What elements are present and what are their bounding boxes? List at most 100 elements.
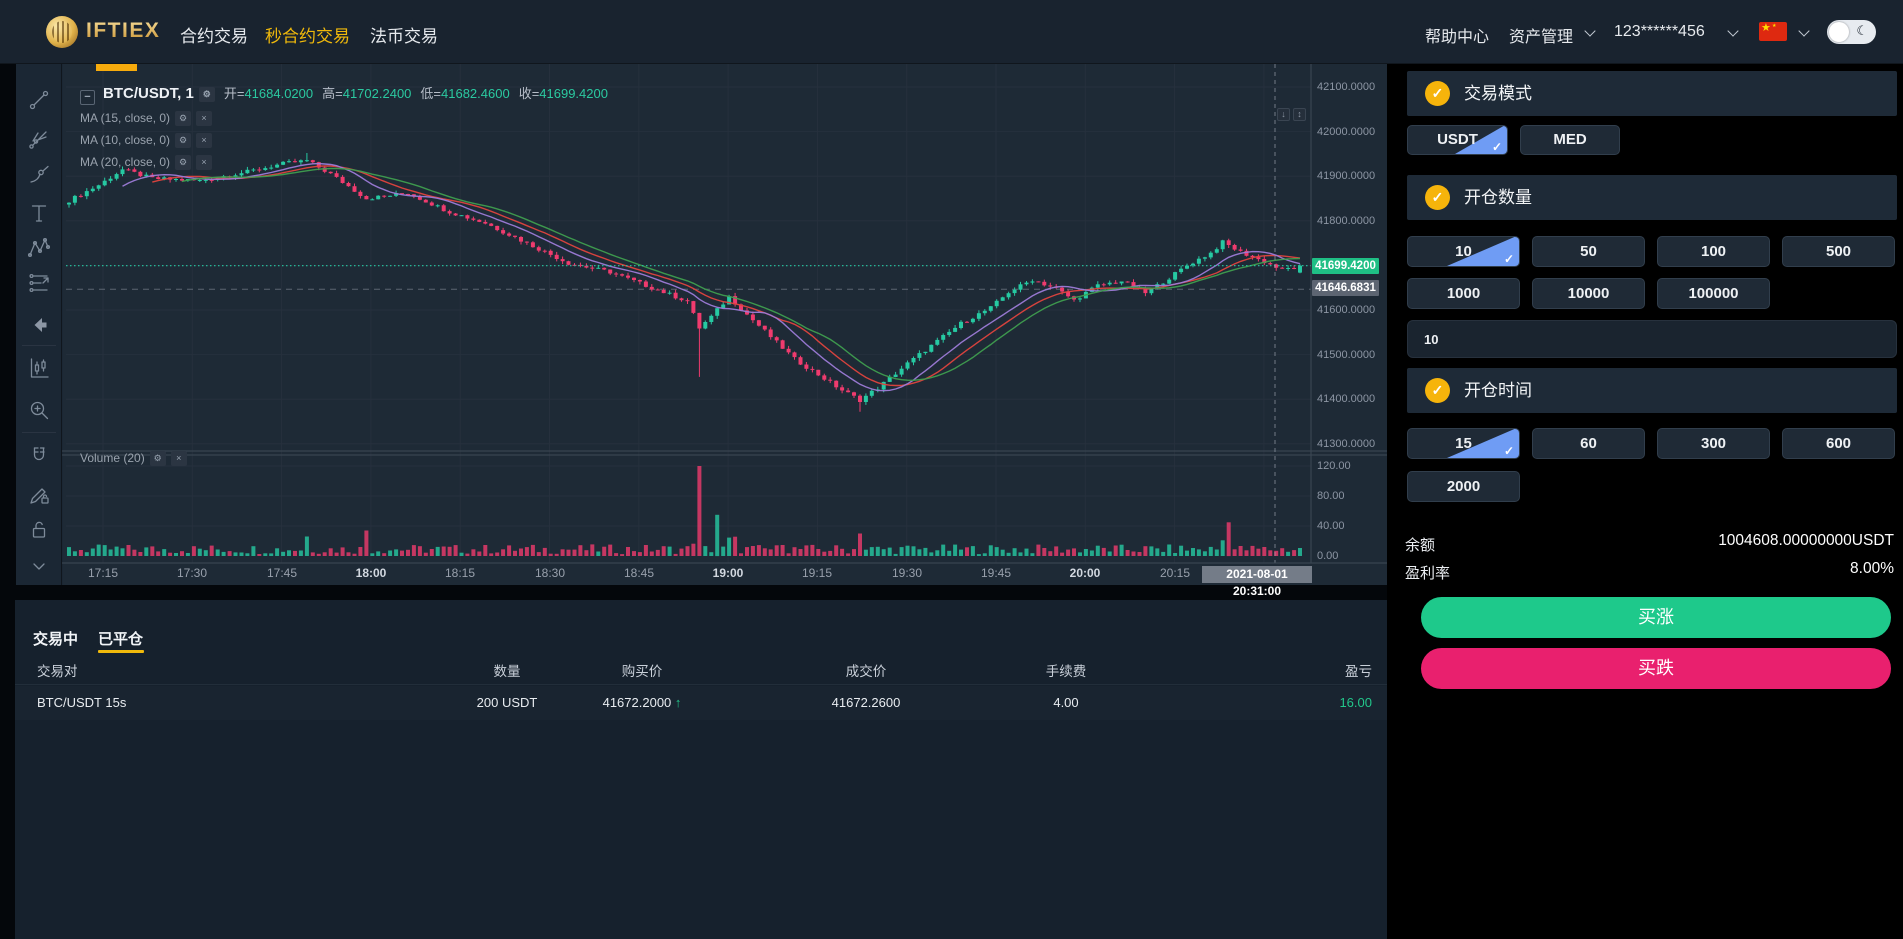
gear-icon[interactable]: ⚙ [175,111,192,126]
tab-closed[interactable]: 已平仓 [98,631,144,648]
positions-panel: 交易中 已平仓 交易对 数量 购买价 成交价 手续费 盈亏 BTC/USDT 15s 200… [15,600,1387,939]
option-label: 1000 [1446,285,1481,302]
moon-icon: ☾ [1856,23,1868,38]
mode-button-USDT[interactable]: USDT ✓ [1407,125,1508,155]
active-tab-indicator [96,64,137,71]
option-button-500[interactable]: 500 [1782,236,1895,267]
mode-button-MED[interactable]: MED [1520,125,1620,155]
language-flag-china[interactable]: ★ ★ [1759,22,1787,41]
close-value: 41699.4200 [539,86,608,101]
time-axis-label: 17:30 [176,566,208,580]
time-axis-label: 19:15 [801,566,833,580]
close-icon[interactable]: × [196,133,213,148]
brush-tool[interactable] [27,163,51,187]
check-icon: ✓ [1491,140,1502,154]
gear-icon[interactable]: ⚙ [175,155,192,170]
time-axis-label: 20:00 [1069,566,1101,580]
time-axis-label: 18:15 [444,566,476,580]
option-button-1000[interactable]: 1000 [1407,278,1520,309]
time-axis-label: 17:15 [87,566,119,580]
theme-toggle[interactable]: ☾ [1827,20,1876,44]
back-arrow[interactable] [27,313,51,337]
option-button-600[interactable]: 600 [1782,428,1895,459]
unlock-tool[interactable] [27,518,51,542]
tab-trading[interactable]: 交易中 [33,631,79,648]
buy-down-button[interactable]: 买跌 [1421,648,1891,689]
check-circle-icon: ✓ [1425,81,1450,106]
magnet-tool[interactable] [27,444,51,468]
column-header-0: 交易对 [37,664,78,679]
option-label: 10000 [1567,285,1610,302]
close-icon[interactable]: × [170,451,187,466]
price-axis-label: 41400.0000 [1317,393,1376,405]
scale-button[interactable]: ↕ [1293,108,1306,121]
chevron-down-icon [1727,25,1739,37]
option-label: 50 [1580,243,1597,260]
low-label: 低= [420,86,441,101]
time-axis-label: 19:45 [980,566,1012,580]
trend-line-tool[interactable] [27,88,51,112]
zoom-in-tool[interactable] [27,398,51,422]
gear-icon[interactable]: ⚙ [149,451,166,466]
buy-up-button[interactable]: 买涨 [1421,597,1891,638]
low-value: 41682.4600 [441,86,510,101]
pitchfork-tool[interactable] [27,128,51,152]
help-center-link[interactable]: 帮助中心 [1425,29,1490,46]
scroll-down-button[interactable]: ↓ [1277,108,1290,121]
nav-item-contract-trade[interactable]: 合约交易 [180,27,248,46]
xabcd-pattern-tool[interactable] [27,237,51,261]
option-button-300[interactable]: 300 [1657,428,1770,459]
option-button-2000[interactable]: 2000 [1407,471,1520,502]
symbol-title: BTC/USDT, 1 [103,85,194,102]
logo[interactable]: IFTIEX [86,19,161,42]
ma-legend-20: MA (20, close, 0) ⚙ × [80,155,213,170]
option-button-50[interactable]: 50 [1532,236,1645,267]
chart-area[interactable]: − BTC/USDT, 1 ⚙ 开=41684.0200 高=41702.2400 低=4… [0,64,1387,598]
close-icon[interactable]: × [196,111,213,126]
section-title: 开仓时间 [1464,381,1532,400]
time-axis-label: 19:30 [891,566,923,580]
asset-management-link[interactable]: 资产管理 [1509,29,1574,46]
option-label: 600 [1825,435,1852,452]
column-header-5: 盈亏 [1345,664,1372,679]
option-label: 100000 [1688,285,1739,302]
row-cell-1: 200 USDT [476,695,538,710]
nav-item-fiat-trade[interactable]: 法币交易 [370,27,438,46]
price-axis-label: 42000.0000 [1317,126,1376,138]
flag-star-icon: ★ [1761,22,1771,34]
option-button-100[interactable]: 100 [1657,236,1770,267]
order-panel: ✓ 交易模式 USDT ✓ MED ✓ 开仓数量 10 ✓ 50 100 500 1000 10… [1387,64,1903,939]
section-title: 开仓数量 [1464,188,1532,207]
volume-legend: Volume (20) ⚙ × [80,451,187,466]
column-header-2: 购买价 [621,664,663,679]
chevron-down[interactable] [27,554,51,578]
selected-triangle [1447,429,1519,458]
crosshair-date-tag: 2021-08-01 20:31:00 [1202,566,1312,598]
gear-icon[interactable]: ⚙ [198,87,215,102]
table-row[interactable]: BTC/USDT 15s 200 USDT 41672.2000 ↑ 41672.26… [15,686,1387,720]
pnl-value: 16.00 [1339,695,1372,710]
close-icon[interactable]: × [196,155,213,170]
toggle-knob [1829,22,1849,42]
collapse-legend-icon[interactable]: − [80,90,95,105]
volume-axis-label: 120.00 [1317,460,1351,472]
option-button-100000[interactable]: 100000 [1657,278,1770,309]
option-button-10[interactable]: 10 ✓ [1407,236,1520,267]
check-icon: ✓ [1503,252,1514,266]
quantity-input[interactable] [1407,320,1897,358]
nav-item-seconds-contract-trade[interactable]: 秒合约交易 [265,27,350,46]
text-tool[interactable] [27,201,51,225]
indicator-candles[interactable] [27,356,51,380]
high-value: 41702.2400 [342,86,412,101]
option-button-10000[interactable]: 10000 [1532,278,1645,309]
option-button-60[interactable]: 60 [1532,428,1645,459]
section-duration: ✓ 开仓时间 [1407,368,1897,413]
draw-lock-tool[interactable] [27,483,51,507]
gear-icon[interactable]: ⚙ [175,133,192,148]
last-price-tag: 41699.4200 [1312,258,1379,274]
forecast-tool[interactable] [27,271,51,295]
option-button-15[interactable]: 15 ✓ [1407,428,1520,459]
option-label: 100 [1700,243,1727,260]
account-menu[interactable]: 123******456 [1614,23,1705,40]
